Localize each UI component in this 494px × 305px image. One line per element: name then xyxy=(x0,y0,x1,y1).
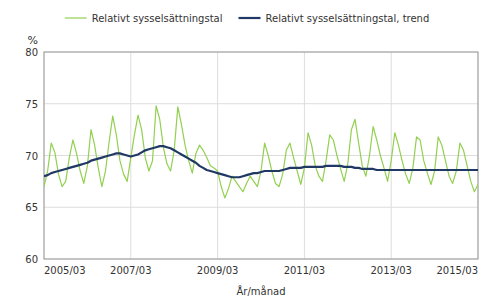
legend-label: Relativt sysselsättningstal, trend xyxy=(266,13,430,24)
legend: Relativt sysselsättningstal Relativt syss… xyxy=(65,13,430,24)
grid xyxy=(44,52,478,259)
x-tick-label: 2013/03 xyxy=(370,265,412,276)
page: {"chart_data": {"type": "line", "xlabel"… xyxy=(0,0,494,305)
y-tick-label: 70 xyxy=(25,151,38,162)
legend-label: Relativt sysselsättningstal xyxy=(92,13,223,24)
x-tick-label: 2011/03 xyxy=(284,265,326,276)
legend-swatch xyxy=(239,17,261,19)
legend-swatch xyxy=(65,17,87,18)
y-tick-label: 80 xyxy=(25,47,38,58)
chart: 60 65 70 75 80 2005/03 2007/03 2009/03 2011/03 20… xyxy=(0,0,494,305)
y-tick-label: 75 xyxy=(25,99,38,110)
y-tick-label: 60 xyxy=(25,254,38,265)
x-tick-label: 2015/03 xyxy=(436,265,478,276)
x-tick-label: 2005/03 xyxy=(44,265,86,276)
legend-item: Relativt sysselsättningstal, trend xyxy=(239,13,430,24)
x-tick-label: 2007/03 xyxy=(110,265,152,276)
y-tick-label: 65 xyxy=(25,202,38,213)
x-tick-label: 2009/03 xyxy=(197,265,239,276)
y-grid-line xyxy=(44,103,478,104)
legend-item: Relativt sysselsättningstal xyxy=(65,13,223,24)
line-series xyxy=(44,106,478,198)
x-grid-line xyxy=(217,52,218,259)
axes: 60 65 70 75 80 2005/03 2007/03 2009/03 2011/03 20… xyxy=(25,34,478,297)
x-grid-line xyxy=(304,52,305,259)
line-series xyxy=(44,146,478,177)
y-grid-line xyxy=(44,207,478,208)
plot-frame xyxy=(44,52,478,259)
y-axis-label: % xyxy=(28,34,38,47)
series-lines xyxy=(44,106,478,198)
x-axis-label: År/månad xyxy=(236,285,285,297)
